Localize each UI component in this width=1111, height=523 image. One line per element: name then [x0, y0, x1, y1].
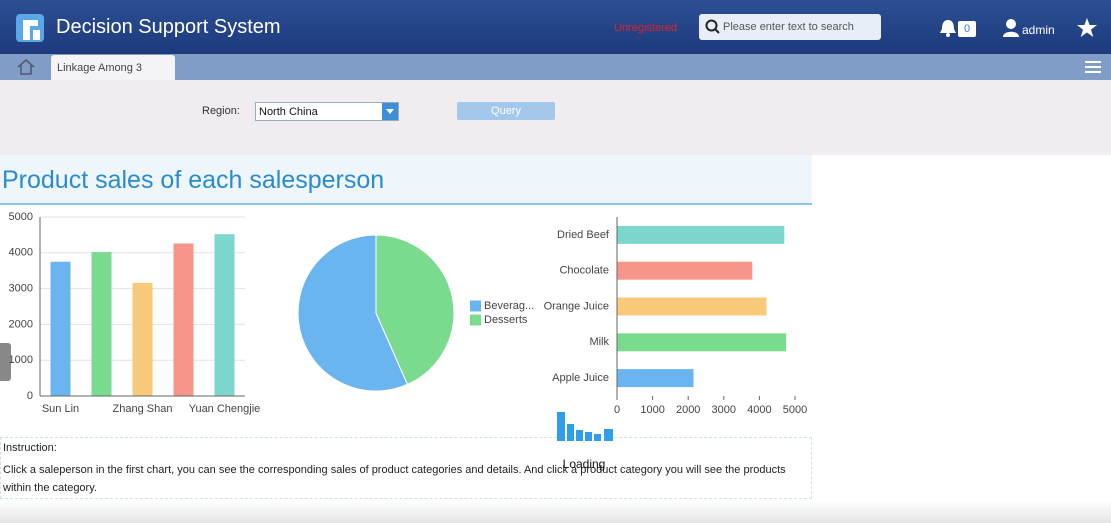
y-tick-label: Milk [589, 336, 609, 348]
logo [16, 14, 44, 42]
bar [50, 261, 71, 396]
legend-label: Beverag... [484, 300, 534, 312]
panel-title-bar: Product sales of each salesperson [0, 155, 812, 205]
y-tick-label: 4000 [9, 247, 33, 259]
bottom-fade [0, 500, 1111, 523]
x-tick-label: 2000 [676, 404, 700, 416]
dropdown-arrow[interactable] [382, 103, 398, 120]
loading-text: Loading [563, 457, 606, 471]
bar [214, 234, 235, 396]
bar [173, 243, 194, 396]
home-icon[interactable] [16, 58, 36, 76]
x-tick-label: Yuan Chengjie [189, 403, 261, 415]
region-select[interactable]: North China [255, 102, 399, 121]
search-icon [705, 19, 720, 34]
header: Decision Support System Unregistered Ple… [0, 0, 1111, 54]
y-tick-label: 1000 [9, 354, 33, 366]
user-icon [1003, 19, 1019, 37]
legend-swatch [470, 300, 481, 312]
y-tick-label: 5000 [9, 211, 33, 223]
bar [617, 225, 785, 244]
y-tick-label: 3000 [9, 283, 33, 295]
x-tick-label: 3000 [712, 404, 736, 416]
instruction-text: Click a saleperson in the first chart, y… [3, 464, 786, 494]
region-label: Region: [202, 105, 240, 117]
search-placeholder: Please enter text to search [723, 21, 854, 33]
instruction-box: Instruction: Click a saleperson in the f… [0, 437, 812, 499]
y-tick-label: 0 [27, 390, 33, 402]
instruction-heading: Instruction: [3, 442, 57, 454]
y-tick-label: Orange Juice [544, 300, 609, 312]
region-value: North China [259, 106, 318, 118]
x-tick-label: 0 [614, 404, 620, 416]
pie-slice [375, 234, 455, 386]
bell-icon[interactable] [938, 18, 958, 38]
x-tick-label: 5000 [783, 404, 807, 416]
notification-count: 0 [958, 21, 976, 37]
status: Unregistered [614, 22, 677, 34]
app-title: Decision Support System [56, 16, 281, 38]
bar [617, 333, 787, 352]
x-tick-label: 1000 [640, 404, 664, 416]
legend-swatch [470, 314, 481, 326]
y-tick-label: Dried Beef [557, 229, 610, 241]
y-tick-label: 2000 [9, 318, 33, 330]
bar [617, 369, 694, 388]
y-tick-label: Chocolate [559, 265, 609, 277]
loading-icon [557, 412, 613, 441]
legend-label: Desserts [484, 314, 528, 326]
user-name[interactable]: admin [1022, 23, 1055, 37]
bar [617, 261, 753, 280]
query-button[interactable]: Query [457, 102, 555, 120]
side-toggle[interactable] [0, 343, 11, 381]
y-tick-label: Apple Juice [552, 372, 609, 384]
menu-icon[interactable] [1085, 60, 1101, 74]
star-icon[interactable] [1076, 17, 1098, 39]
search-box[interactable]: Please enter text to search [699, 14, 881, 40]
bar [91, 252, 112, 396]
bar [132, 282, 153, 396]
panel-title: Product sales of each salesperson [2, 166, 385, 194]
filter-bar: Region: North China Query [0, 80, 1111, 155]
x-tick-label: Sun Lin [42, 403, 79, 415]
pie-slice [297, 234, 409, 392]
x-tick-label: 4000 [747, 404, 771, 416]
x-tick-label: Zhang Shan [113, 403, 173, 415]
bar [617, 297, 767, 316]
